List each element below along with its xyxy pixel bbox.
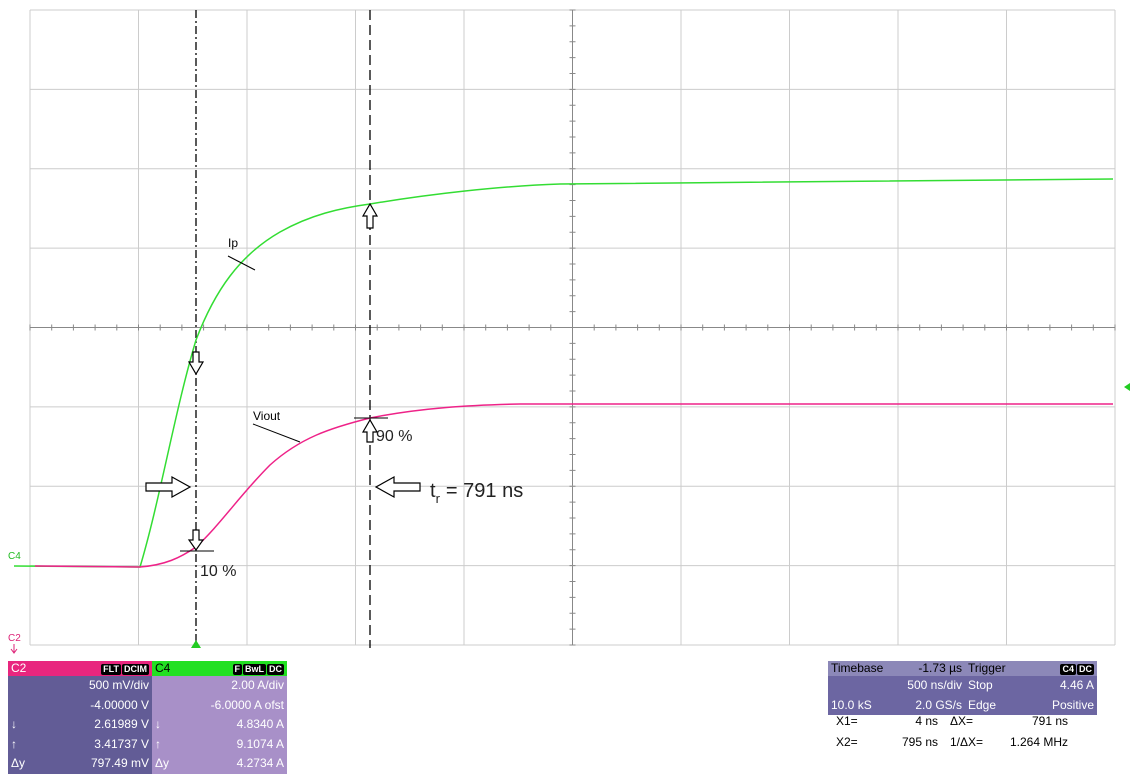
measurement: 1.264 MHz (1009, 735, 1068, 749)
badge: C4 (1060, 664, 1076, 675)
info-panel: Trigger C4 DC Stop 4.46 A Edge Positive (965, 661, 1097, 715)
row-value: 3.41737 V (94, 736, 149, 751)
channel-arrow (10, 644, 18, 654)
row-value: 500 ns/div (907, 678, 962, 692)
badge: BwL (243, 664, 266, 675)
panel-row: -6.0000 A ofst (152, 696, 287, 716)
panel-header: Trigger C4 DC (965, 661, 1097, 676)
badge: DCIM (122, 664, 149, 675)
row-value: 2.0 GS/s (915, 697, 962, 712)
panel-row: Δy 4.2734 A (152, 754, 287, 774)
grid (29, 9, 1116, 646)
row-label: Edge (968, 697, 997, 712)
row-value: 4.8340 A (236, 717, 284, 731)
row-label: ↓ (11, 717, 17, 731)
trace-label: Ip (228, 236, 238, 250)
panel-header: Timebase -1.73 µs (828, 661, 965, 676)
scope-display: Ip Viout 10 % 90 % tr = 791 ns C4 C2 (8, 9, 1130, 654)
badges: F BwL DC (232, 661, 284, 676)
panel-title: C4 (155, 661, 171, 675)
badge: F (232, 664, 242, 675)
panel-row: ↑ 3.41737 V (8, 735, 152, 755)
badge: DC (267, 664, 284, 675)
badge: FLT (101, 664, 121, 675)
panel-value: -1.73 µs (918, 661, 962, 675)
measurement: X2= (836, 735, 858, 749)
row-value: 500 mV/div (88, 678, 149, 692)
panel-row: ↓ 4.8340 A (152, 715, 287, 735)
rise-prefix: t (430, 480, 436, 502)
measurement: ΔX= (950, 714, 974, 728)
panel-row: 10.0 kS 2.0 GS/s (828, 696, 965, 716)
panel-row: Stop 4.46 A (965, 676, 1097, 696)
trigger-marker (191, 640, 201, 648)
panel-title: Trigger (968, 661, 1006, 675)
row-label: Stop (968, 678, 993, 692)
row-value: 4.2734 A (236, 756, 284, 770)
row-value: 2.61989 V (94, 717, 149, 731)
cursor-label: 10 % (200, 563, 236, 580)
row-value: 797.49 mV (90, 756, 149, 770)
panel-row: -4.00000 V (8, 696, 152, 716)
row-value: 2.00 A/div (231, 678, 284, 692)
row-value: 4.46 A (1059, 678, 1094, 692)
rise-time: tr = 791 ns (430, 480, 523, 506)
info-panel: C2 FLT DCIM 500 mV/div -4.00000 V ↓ 2.61989 V ↑… (8, 661, 152, 774)
panel-row: 500 mV/div (8, 676, 152, 696)
badge: DC (1077, 664, 1094, 675)
row-value: -4.00000 V (90, 697, 149, 712)
panel-row: ↓ 2.61989 V (8, 715, 152, 735)
row-label: Δy (155, 756, 170, 770)
panel-header: C4 F BwL DC (152, 661, 287, 676)
trace-ip (13, 178, 1114, 568)
label-leader (227, 255, 256, 271)
panel-title: C2 (11, 661, 27, 675)
rise-sub: r (436, 491, 441, 506)
row-value: -6.0000 A ofst (210, 697, 284, 712)
panel-row: Δy 797.49 mV (8, 754, 152, 774)
label-leader (252, 423, 301, 443)
trace-label: Viout (253, 409, 281, 423)
measurement: 4 ns (915, 714, 938, 728)
panel-row: Edge Positive (965, 696, 1097, 716)
badges: FLT DCIM (100, 661, 149, 676)
panel-row: 2.00 A/div (152, 676, 287, 696)
panel-title: Timebase (831, 661, 884, 675)
measurement: 791 ns (1031, 714, 1068, 728)
arrows (145, 202, 421, 552)
channel-marker: C4 (8, 551, 21, 562)
panel-row: ↑ 9.1074 A (152, 735, 287, 755)
measurements: X1= 4 ns ΔX= 791 ns X2= 795 ns 1/ΔX= 1.264 MHz (830, 714, 1098, 760)
cursor-label: 90 % (376, 428, 412, 445)
level-marker (1124, 383, 1130, 391)
row-label: ↓ (155, 717, 161, 731)
measurement: X1= (836, 714, 858, 728)
badges: C4 DC (1059, 661, 1094, 676)
row-value: Positive (1051, 697, 1094, 712)
panel-header: C2 FLT DCIM (8, 661, 152, 676)
row-label: ↑ (11, 736, 17, 751)
channel-marker: C2 (8, 633, 21, 644)
row-label: ↑ (155, 736, 161, 751)
row-value: 9.1074 A (236, 736, 284, 751)
info-panel: Timebase -1.73 µs 500 ns/div 10.0 kS 2.0 GS/… (828, 661, 965, 715)
row-label: 10.0 kS (831, 697, 872, 712)
measurement: 1/ΔX= (950, 735, 984, 749)
info-panel: C4 F BwL DC 2.00 A/div -6.0000 A ofst ↓ 4.8340 … (152, 661, 287, 774)
rise-value: = 791 ns (446, 480, 523, 502)
row-label: Δy (11, 756, 26, 770)
panel-row: 500 ns/div (828, 676, 965, 696)
measurement: 795 ns (901, 735, 938, 749)
